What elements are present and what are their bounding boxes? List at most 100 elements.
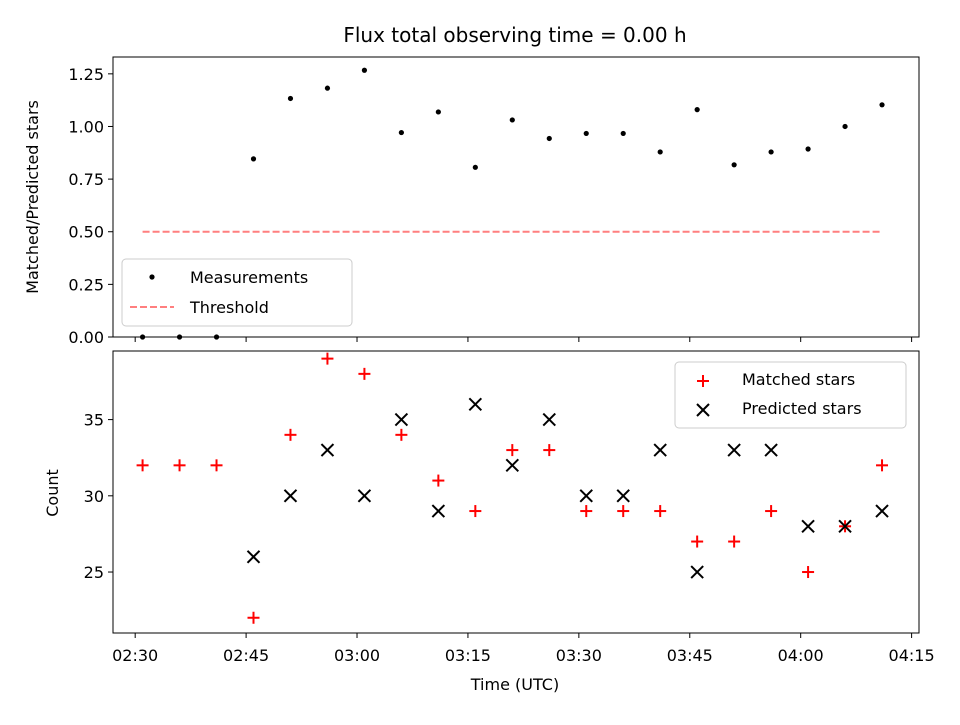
legend-matched-label: Matched stars [742,370,855,389]
predicted-star-point [875,504,889,518]
measurement-point [657,149,663,155]
top-y-tick-label: 0.75 [68,170,104,189]
matched-star-point [284,428,297,441]
bottom-x-tick-label: 03:00 [334,646,380,665]
bottom-x-tick-label: 03:30 [556,646,602,665]
measurement-point [509,117,515,123]
top-y-ticks: 0.00 0.25 0.50 0.75 1.00 1.25 [68,65,113,347]
matched-star-point [876,459,889,472]
matched-star-point [173,459,186,472]
matched-star-point [358,367,371,380]
top-y-tick-label: 0.00 [68,328,104,347]
matched-star-point [543,444,556,457]
top-y-tick-label: 1.25 [68,65,104,84]
predicted-star-point [727,443,741,457]
legend-threshold-label: Threshold [189,298,269,317]
top-y-tick-label: 1.00 [68,117,104,136]
matched-star-point [247,611,260,624]
bottom-axes-frame [112,350,920,634]
top-axes-frame [112,56,920,338]
measurement-point [620,130,626,137]
top-y-tick-label: 0.25 [68,275,104,294]
predicted-star-point [653,443,667,457]
predicted-star-point [394,412,409,427]
predicted-star-point [579,489,593,503]
measurement-point [879,102,885,108]
bottom-legend-box [674,361,907,429]
chart-title: Flux total observing time = 0.00 h [343,23,686,47]
bottom-x-ticks: 02:30 02:45 03:00 03:15 03:30 03:45 04:00 04:15 [112,633,935,665]
predicted-star-point [690,565,704,579]
predicted-star-point [542,412,556,427]
matched-star-point [321,352,334,365]
measurement-point [805,146,811,152]
bottom-x-tick-label: 03:15 [445,646,491,665]
matched-star-point [506,444,519,457]
top-y-axis-label: Matched/Predicted stars [23,100,42,294]
bottom-x-tick-label: 02:45 [223,646,269,665]
matched-star-point [691,535,704,548]
bottom-x-tick-label: 04:15 [889,646,935,665]
predicted-star-point [764,443,778,457]
legend-predicted-marker [696,403,710,417]
bottom-y-tick-label: 35 [84,411,104,430]
measurement-point [435,109,441,115]
predicted-star-point [616,489,630,503]
measurement-point [287,95,294,102]
predicted-star-point [431,504,446,518]
matched-star-point [765,505,778,518]
top-y-tick-label: 0.50 [68,223,104,242]
bottom-x-axis-label: Time (UTC) [470,675,559,694]
measurement-point [324,85,331,91]
top-panel: Matched/Predicted stars 0.00 0.25 0.50 0.75… [23,56,920,347]
top-x-ticks [134,337,913,342]
legend-measurements-label: Measurements [190,268,308,287]
bottom-y-tick-label: 30 [84,487,104,506]
measurement-point [768,149,774,155]
measurement-point [546,135,552,142]
predicted-star-point [838,519,852,534]
bottom-x-tick-label: 02:30 [112,646,158,665]
bottom-x-tick-label: 03:45 [667,646,713,665]
predicted-star-point [283,489,298,503]
matched-star-point [617,505,630,518]
predicted-star-point [801,519,815,534]
legend-predicted-label: Predicted stars [742,399,862,418]
predicted-star-point [320,443,335,457]
matched-star-point [469,505,482,518]
matched-stars-series [136,352,889,624]
bottom-y-ticks: 25 30 35 [84,411,113,582]
measurement-point [398,129,404,136]
matched-star-point [728,535,741,548]
measurement-point [731,162,737,168]
bottom-legend: Matched stars Predicted stars [674,361,907,429]
matched-star-point [580,505,593,518]
measurement-point [583,130,589,137]
legend-matched-marker [697,375,709,387]
predicted-star-point [246,550,261,564]
bottom-y-axis-label: Count [43,469,62,517]
measurement-point [250,156,257,162]
measurement-point [842,123,848,130]
measurements-series [139,67,885,340]
measurement-point [361,67,368,73]
matched-star-point [432,474,445,487]
top-legend: Measurements Threshold [121,258,353,327]
matched-star-point [210,459,223,472]
predicted-stars-series [246,397,889,579]
predicted-star-point [505,458,520,473]
measurement-point [694,107,700,113]
bottom-x-tick-label: 04:00 [778,646,824,665]
predicted-star-point [357,489,372,503]
matched-star-point [136,459,149,472]
bottom-y-tick-label: 25 [84,563,104,582]
matched-star-point [654,505,667,518]
matched-star-point [395,428,408,441]
top-legend-box [121,258,353,327]
measurement-point [472,164,478,170]
legend-measurements-marker [149,274,155,280]
matched-star-point [802,566,815,579]
predicted-star-point [468,397,483,412]
